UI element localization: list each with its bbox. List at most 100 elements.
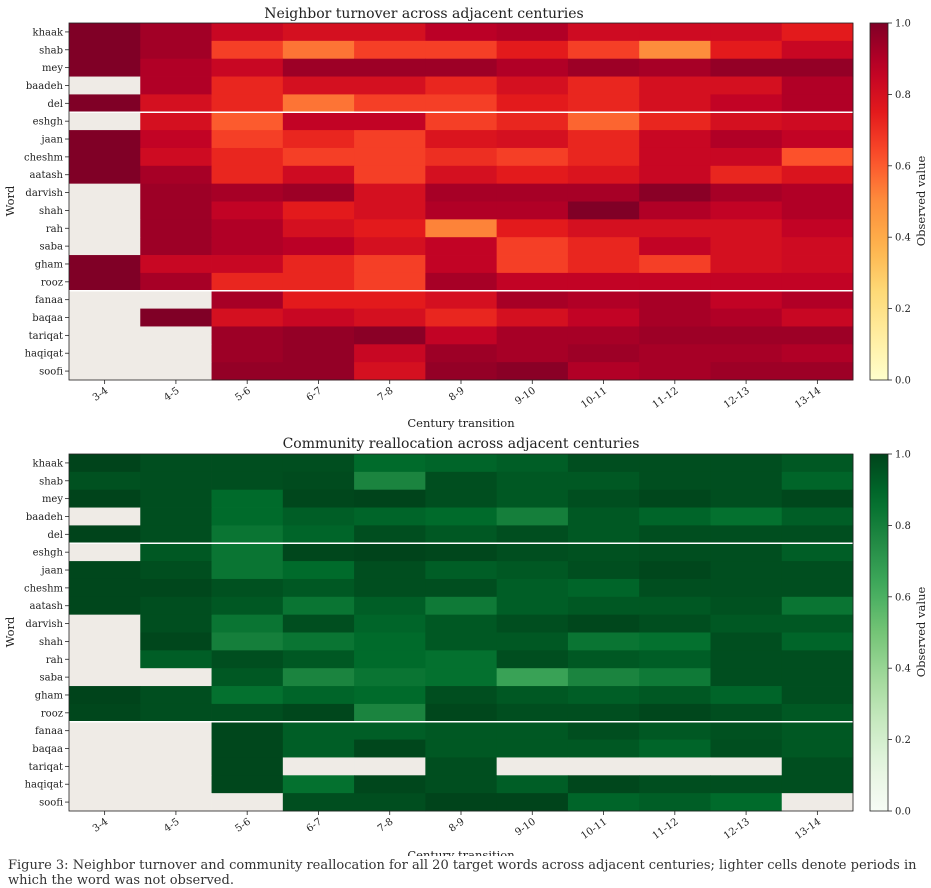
heatmap-cell (354, 272, 426, 292)
x-tick-label: 5-6 (233, 816, 253, 834)
heatmap-cell (781, 757, 854, 776)
colorbar-tick-label: 0.4 (895, 664, 911, 675)
heatmap-cell (496, 454, 569, 473)
heatmap-cell (710, 489, 783, 508)
heatmap-cell (567, 775, 640, 794)
heatmap-cell (282, 507, 355, 526)
heatmap-cell (567, 507, 640, 526)
y-tick-label: fanaa (35, 295, 63, 306)
heatmap-cell (211, 165, 284, 185)
heatmap-cell (140, 58, 212, 77)
heatmap-cell (567, 237, 640, 256)
heatmap-cell (425, 489, 498, 508)
heatmap-cell (781, 308, 854, 327)
heatmap-cell (425, 561, 498, 580)
heatmap-cell (639, 201, 711, 220)
heatmap-cell (496, 165, 569, 185)
heatmap-cell (710, 326, 783, 345)
x-tick-label: 10-11 (579, 816, 609, 842)
heatmap-cell (211, 344, 284, 363)
heatmap-cell (425, 272, 498, 292)
heatmap-cell (425, 255, 498, 274)
heatmap-cell (425, 308, 498, 327)
heatmap-cell (425, 94, 498, 113)
heatmap-cell (282, 76, 355, 95)
heatmap-cell (781, 668, 854, 687)
heatmap-cell (140, 308, 212, 327)
heatmap-cell (211, 58, 284, 77)
colorbar-tick-label: 0.0 (895, 807, 911, 818)
heatmap-cell (496, 703, 569, 723)
heatmap-cell (496, 344, 569, 363)
heatmap-cell (567, 272, 640, 292)
heatmap-cell (69, 40, 141, 60)
heatmap-cell (282, 237, 355, 256)
heatmap-cell (425, 362, 498, 381)
heatmap-cell (639, 471, 711, 491)
heatmap-cell (425, 130, 498, 149)
heatmap-cell (567, 596, 640, 616)
heatmap-cell (710, 58, 783, 77)
heatmap-cell (639, 165, 711, 185)
heatmap-cell (425, 703, 498, 723)
heatmap-cell (354, 686, 426, 705)
heatmap-cell (639, 308, 711, 327)
heatmap-cell (425, 793, 498, 812)
heatmap-cell (710, 775, 783, 794)
heatmap-cell (639, 362, 711, 381)
heatmap-cell (781, 454, 854, 473)
heatmap-cell (639, 614, 711, 633)
heatmap-cell-missing (140, 668, 212, 687)
heatmap-cell (211, 668, 284, 687)
heatmap-cell (425, 326, 498, 345)
heatmap-cell (781, 255, 854, 274)
heatmap-cell (496, 112, 569, 131)
heatmap-cell (140, 596, 212, 616)
heatmap-cell (282, 650, 355, 669)
heatmap-cell (496, 793, 569, 812)
heatmap-cell (140, 632, 212, 651)
heatmap-cell (496, 130, 569, 149)
heatmap-cell (211, 614, 284, 633)
heatmap-cell (710, 183, 783, 202)
heatmap-cell (639, 454, 711, 473)
heatmap-cell (425, 165, 498, 185)
heatmap-cell (781, 40, 854, 60)
heatmap-cell (69, 686, 141, 705)
y-axis-label: Word (3, 616, 17, 647)
heatmap-cell (781, 632, 854, 651)
heatmap-cell (211, 507, 284, 526)
colorbar-label: Observed value (914, 156, 928, 247)
group-separators (69, 542, 853, 723)
heatmap-cell (354, 362, 426, 381)
y-tick-label: saba (40, 673, 63, 684)
heatmap-cell (710, 362, 783, 381)
heatmap-cell-missing (69, 507, 141, 526)
heatmap-cell (710, 272, 783, 292)
heatmap-cell (710, 596, 783, 616)
heatmap-cell (781, 344, 854, 363)
heatmap-cell (710, 255, 783, 274)
heatmap-cell (282, 668, 355, 687)
heatmap-cell (781, 112, 854, 131)
heatmap-cell (354, 112, 426, 131)
heatmap-cell (425, 112, 498, 131)
heatmap-cell (211, 739, 284, 758)
colorbar-label: Observed value (914, 587, 928, 678)
heatmap-cell (496, 650, 569, 669)
heatmap-cell (354, 739, 426, 758)
heatmap-cell (567, 201, 640, 220)
heatmap-cell (69, 596, 141, 616)
heatmap-cell (639, 290, 711, 309)
heatmap-cell (211, 703, 284, 723)
heatmap-cell (354, 775, 426, 794)
heatmap-cell (639, 130, 711, 149)
heatmap-cell (140, 76, 212, 95)
heatmap-cell (69, 578, 141, 598)
y-axis-label: Word (3, 185, 17, 216)
chart-title: Neighbor turnover across adjacent centur… (264, 6, 583, 22)
heatmap-cell (781, 543, 854, 562)
heatmap-cell (282, 255, 355, 274)
heatmap-cell (354, 344, 426, 363)
heatmap-cell-missing (69, 650, 141, 669)
